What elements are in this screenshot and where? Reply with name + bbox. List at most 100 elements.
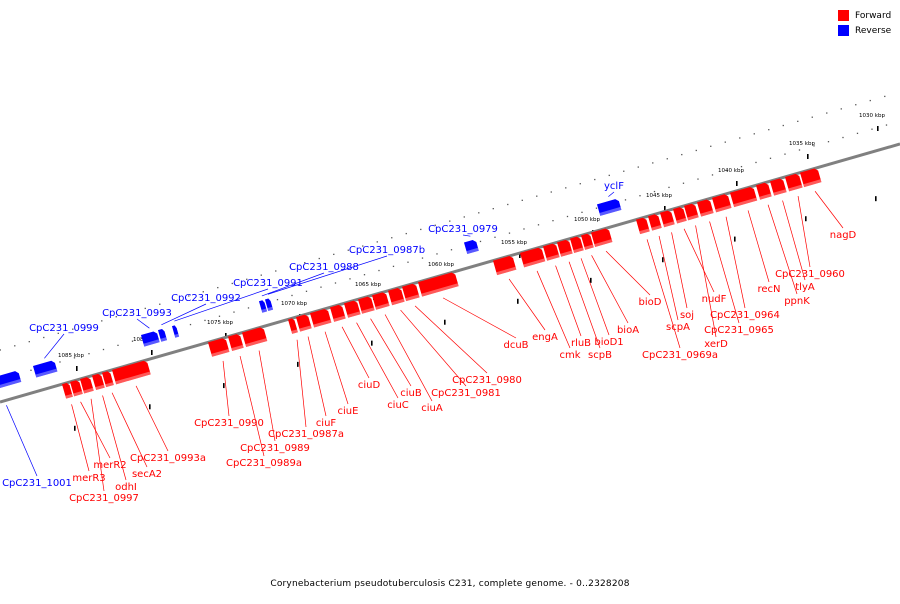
reverse-gene-CpC231_0991-leader <box>174 288 269 322</box>
scale-tick <box>144 307 146 310</box>
scale-major-tick <box>736 181 738 186</box>
forward-gene-bioD1-body <box>569 236 584 254</box>
scale-label: 1050 kbp <box>574 217 600 223</box>
reverse-gene-CpC231_0988-body <box>258 300 268 313</box>
forward-gene-CpC231_0981-body <box>387 288 405 306</box>
forward-gene-tlyA-shade <box>773 189 787 196</box>
forward-gene-CpC231_0960-leader <box>797 196 811 268</box>
scale-tick <box>217 286 219 289</box>
forward-gene-ciuC <box>343 300 361 318</box>
forward-gene-engA-shade <box>496 266 517 276</box>
scale-major-tick <box>225 333 227 338</box>
scale-tick <box>507 203 509 206</box>
scale-label: 1060 kbp <box>428 262 454 268</box>
forward-gene-soj-body <box>659 210 675 228</box>
reverse-gene-CpC231_0993-label: CpC231_0993 <box>102 308 172 319</box>
forward-gene-ciuA-shade <box>375 303 390 310</box>
scale-tick <box>695 149 697 152</box>
scale-tick <box>608 174 610 177</box>
forward-gene-CpC231_0964-label: CpC231_0964 <box>710 310 780 321</box>
forward-gene-bioD1-leader <box>580 258 610 336</box>
forward-gene-secA2-shade <box>105 382 114 388</box>
forward-gene-odhI <box>92 373 105 391</box>
scale-major-tick-bottom <box>517 298 519 304</box>
scale-label: 1075 kbp <box>207 320 233 326</box>
scale-tick <box>43 336 45 339</box>
scale-major-tick-bottom <box>371 340 373 346</box>
legend-item-forward: Forward <box>838 8 891 23</box>
forward-gene-ciuD <box>329 304 346 322</box>
scale-tick <box>711 174 714 176</box>
forward-gene-CpC231_0989-body <box>241 327 268 348</box>
forward-gene-merR2-shade <box>73 390 83 397</box>
scale-tick <box>840 108 842 110</box>
scale-tick <box>334 282 337 284</box>
scale-tick <box>304 262 306 264</box>
scale-tick <box>276 298 279 301</box>
forward-gene-scpA-body <box>647 214 662 231</box>
reverse-gene-CpC231_0999-label: CpC231_0999 <box>29 323 99 334</box>
forward-gene-CpC231_0989-leader <box>258 350 276 442</box>
scale-tick <box>697 178 699 180</box>
scale-label: 1070 kbp <box>281 301 307 307</box>
forward-gene-recN-shade <box>733 197 758 208</box>
forward-gene-CpC231_0997-label: CpC231_0997 <box>69 493 139 504</box>
scale-tick <box>218 315 221 317</box>
forward-gene-CpC231_0965-body <box>696 199 714 217</box>
forward-gene-merR2-body <box>70 380 83 397</box>
scale-label: 1085 kbp <box>58 353 84 359</box>
reverse-gene-CpC231_0993-leader <box>136 318 150 329</box>
forward-gene-odhI-label: odhI <box>115 482 137 493</box>
scale-tick <box>59 361 61 363</box>
forward-gene-ciuD-body <box>329 304 346 322</box>
scale-tick <box>653 190 656 193</box>
forward-gene-ciuE-label: ciuE <box>338 406 359 417</box>
reverse-gene-CpC231_0979-shade <box>466 247 479 255</box>
scale-major-tick-bottom <box>590 277 592 283</box>
forward-gene-secA2-body <box>102 371 114 388</box>
forward-gene-CpC231_0964-shade <box>715 205 732 213</box>
forward-gene-CpC231_0965 <box>696 199 714 217</box>
forward-gene-recN-body <box>729 186 758 208</box>
scale-tick <box>291 294 293 297</box>
scale-tick <box>594 178 596 181</box>
scale-tick <box>537 224 540 226</box>
scale-tick <box>813 145 815 147</box>
forward-gene-tlyA-leader <box>782 200 806 281</box>
scale-tick <box>724 141 726 143</box>
forward-gene-ciuF <box>295 314 312 332</box>
forward-gene-ciuA-leader <box>384 314 433 402</box>
forward-swatch <box>838 10 849 21</box>
scale-tick <box>740 165 743 168</box>
scale-tick <box>782 124 784 127</box>
forward-gene-ciuB-shade <box>361 307 375 314</box>
reverse-gene-CpC231_0993-body <box>140 331 160 347</box>
forward-gene-engA-label: engA <box>532 332 558 343</box>
scale-tick <box>115 316 117 318</box>
forward-gene-scpA-label: scpA <box>666 322 690 333</box>
forward-gene-CpC231_0964-leader <box>725 216 746 309</box>
scale-tick <box>204 319 206 322</box>
reverse-gene-CpC231_0979-leader <box>462 234 471 237</box>
forward-gene-ppnK-shade <box>759 193 772 200</box>
scale-tick <box>28 341 30 343</box>
forward-gene-xerD-body <box>683 203 699 221</box>
forward-gene-CpC231_0993a-label: CpC231_0993a <box>130 453 206 464</box>
forward-gene-bioD-body <box>590 228 613 247</box>
scale-tick <box>652 162 654 164</box>
reverse-gene-CpC231_0992-body <box>157 329 168 342</box>
reverse-gene-CpC231_0988-label: CpC231_0988 <box>289 262 359 273</box>
scale-tick <box>289 266 291 268</box>
scale-major-tick <box>664 206 666 211</box>
forward-gene-recN-label: recN <box>757 284 780 295</box>
forward-gene-ciuF-label: ciuF <box>316 418 337 429</box>
scale-tick <box>449 220 451 222</box>
forward-gene-CpC231_0989a-body <box>227 334 244 352</box>
forward-gene-recN <box>729 186 758 208</box>
forward-gene-CpC231_0960-shade <box>788 184 803 192</box>
forward-gene-nagD-leader <box>814 191 844 229</box>
scale-tick <box>755 161 757 164</box>
scale-tick <box>726 170 728 172</box>
scale-tick <box>349 278 351 280</box>
legend-label-forward: Forward <box>855 10 892 21</box>
